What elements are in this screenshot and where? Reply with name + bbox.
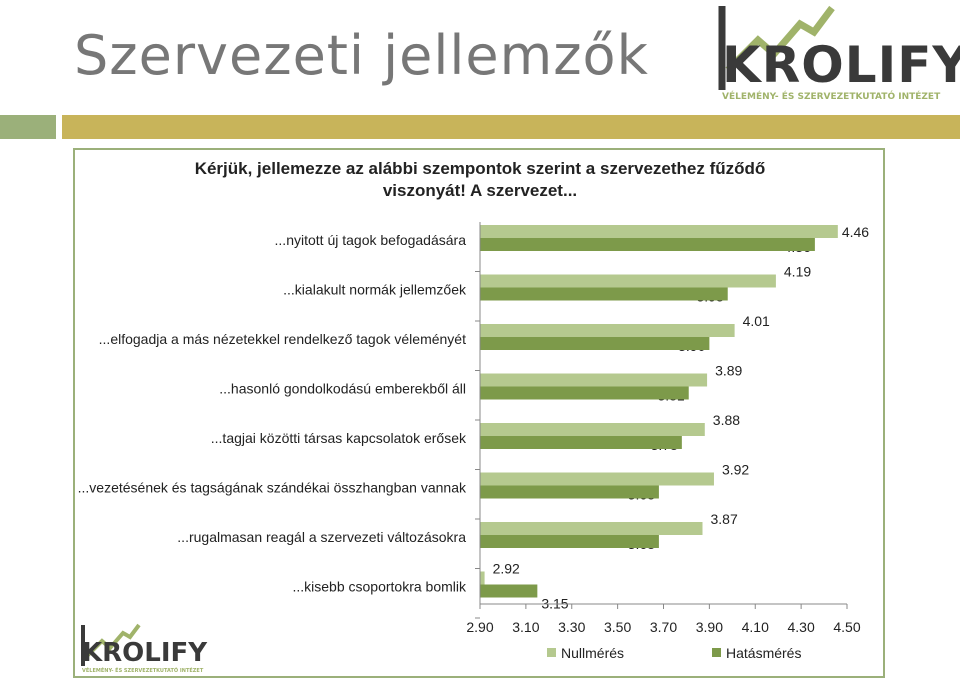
bar-nullmeres [480, 423, 705, 436]
logo-bottom-brand: KROLIFY [82, 638, 208, 668]
bar-hatasmeres [480, 287, 728, 301]
logo-bottom-mark-icon [81, 623, 141, 666]
bar-hatasmeres [480, 535, 659, 548]
data-label: 3.89 [715, 363, 742, 379]
category-label: ...kisebb csoportokra bomlik [292, 578, 467, 594]
bar-nullmeres [480, 472, 714, 486]
logo-top: KROLIFY VÉLEMÉNY- ÉS SZERVEZETKUTATÓ INT… [718, 2, 960, 106]
x-tick-label: 3.70 [650, 619, 677, 635]
bar-nullmeres [480, 522, 703, 535]
category-label: ...kialakult normák jellemzőek [283, 281, 467, 297]
x-tick-label: 3.90 [696, 619, 723, 635]
logo-top-mark-icon [718, 5, 835, 90]
x-tick-label: 3.30 [558, 619, 585, 635]
logo-bottom-tagline: VÉLEMÉNY- ÉS SZERVEZETKUTATÓ INTÉZET [82, 668, 204, 674]
bar-hatasmeres [480, 386, 689, 400]
data-label: 4.19 [784, 264, 811, 280]
x-tick-label: 3.10 [512, 619, 539, 635]
x-tick-label: 2.90 [466, 619, 493, 635]
data-label: 2.92 [493, 561, 520, 577]
category-label: ...hasonló gondolkodású emberekből áll [219, 380, 466, 396]
accent-bar-left [0, 115, 56, 139]
bar-nullmeres [480, 571, 485, 585]
legend-label: Hatásmérés [726, 645, 801, 661]
logo-bottom: KROLIFY VÉLEMÉNY- ÉS SZERVEZETKUTATÓ INT… [80, 622, 230, 678]
x-tick-label: 4.10 [742, 619, 769, 635]
category-label: ...rugalmasan reagál a szervezeti változ… [177, 529, 466, 545]
accent-bar-right [62, 115, 960, 139]
data-label: 3.87 [710, 511, 737, 527]
category-label: ...vezetésének és tagságának szándékai ö… [78, 479, 467, 495]
x-tick-label: 4.50 [833, 619, 860, 635]
bar-hatasmeres [480, 337, 710, 350]
x-tick-label: 3.50 [604, 619, 631, 635]
bar-hatasmeres [480, 436, 682, 449]
legend-swatch-hatasmeres [712, 648, 721, 657]
category-label: ...elfogadja a más nézetekkel rendelkező… [99, 331, 466, 347]
chart-title: Kérjük, jellemezze az alábbi szempontok … [194, 159, 766, 200]
bar-hatasmeres [480, 485, 659, 499]
bar-nullmeres [480, 274, 776, 288]
page-title: Szervezeti jellemzők [74, 24, 649, 87]
data-label: 3.92 [722, 462, 749, 478]
x-tick-label: 4.30 [788, 619, 815, 635]
bar-nullmeres [480, 373, 708, 387]
bar-hatasmeres [480, 238, 815, 251]
bar-nullmeres [480, 324, 735, 337]
category-label: ...tagjai közötti társas kapcsolatok erő… [211, 430, 467, 446]
data-label: 3.88 [713, 412, 740, 428]
bar-hatasmeres [480, 584, 538, 598]
legend-swatch-nullmeres [547, 648, 556, 657]
legend-label: Nullmérés [561, 645, 624, 661]
data-label: 4.46 [842, 224, 869, 240]
bar-nullmeres [480, 225, 838, 238]
logo-top-tagline: VÉLEMÉNY- ÉS SZERVEZETKUTATÓ INTÉZET [722, 92, 941, 102]
category-label: ...nyitott új tagok befogadására [275, 232, 467, 248]
logo-top-brand: KROLIFY [722, 36, 960, 94]
data-label: 4.01 [743, 313, 770, 329]
